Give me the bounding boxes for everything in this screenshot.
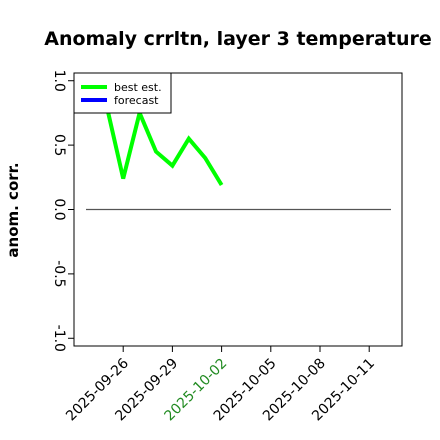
y-tick-label: 0.0 (51, 198, 67, 220)
y-axis: -1.0 -0.5 0.0 0.5 1.0 (51, 70, 74, 352)
legend-box (73, 72, 172, 114)
legend-label-1: forecast (114, 94, 159, 107)
y-tick-label: 0.5 (51, 134, 67, 156)
y-tick-label: 1.0 (51, 70, 67, 92)
chart-title: Anomaly crrltn, layer 3 temperature (44, 28, 432, 50)
y-tick-label: -0.5 (51, 260, 67, 287)
y-axis-label: anom. corr. (4, 162, 22, 257)
x-axis: 2025-09-262025-09-292025-10-022025-10-05… (63, 346, 378, 424)
y-tick-label: -1.0 (51, 325, 67, 352)
legend-label-0: best est. (114, 81, 162, 94)
series-layer (104, 106, 224, 187)
series-line-0 (104, 106, 224, 187)
legend: best est.forecast (73, 72, 172, 114)
